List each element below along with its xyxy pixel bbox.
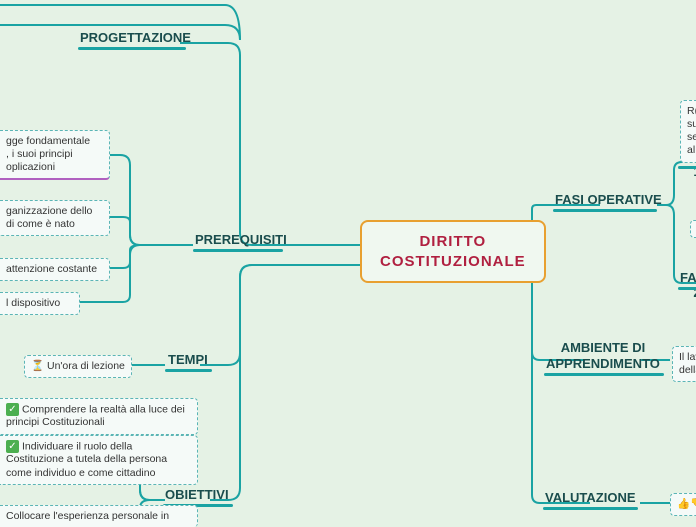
leaf-valutazione[interactable]: 👍👎 Valutazione format [670, 493, 696, 516]
ul-tempi [165, 369, 212, 372]
node-tempi[interactable]: TEMPI [168, 352, 208, 367]
node-fase2[interactable]: FASE 2 [680, 270, 696, 300]
leaf-prereq1[interactable]: gge fondamentale , i suoi principi oplic… [0, 130, 110, 180]
leaf-fase1[interactable]: R( su se al [680, 100, 696, 163]
node-valutazione[interactable]: VALUTAZIONE [545, 490, 636, 505]
leaf-prereq1-text: gge fondamentale , i suoi principi oplic… [6, 135, 90, 173]
ul-fase1 [678, 166, 696, 169]
ul-prerequisiti [193, 249, 283, 252]
node-obiettivi[interactable]: OBIETTIVI [165, 487, 229, 502]
leaf-obiet2-text: Individuare il ruolo della Costituzione … [6, 440, 167, 478]
leaf-prereq3[interactable]: attenzione costante [0, 258, 110, 281]
leaf-obiet3-text: Collocare l'esperienza personale in [6, 510, 169, 522]
check-icon: ✓ [6, 440, 19, 453]
leaf-ambiente-text: Il lavoro vien della classe [679, 351, 696, 376]
leaf-obiet2[interactable]: ✓Individuare il ruolo della Costituzione… [0, 435, 198, 485]
leaf-obiet3[interactable]: Collocare l'esperienza personale in [0, 505, 198, 527]
leaf-tempi1-text: ⏳ Un'ora di lezione [31, 360, 125, 372]
leaf-obiet1[interactable]: ✓Comprendere la realtà alla luce dei pri… [0, 398, 198, 435]
leaf-prereq4-text: l dispositivo [6, 297, 60, 309]
leaf-prereq2-text: ganizzazione dello di come è nato [6, 205, 92, 230]
center-line1: DIRITTO [419, 233, 486, 250]
ul-fasi [553, 209, 657, 212]
ul-ambiente [544, 373, 664, 376]
leaf-fase1b[interactable] [690, 220, 696, 238]
ambiente-l1: AMBIENTE DI [561, 340, 646, 355]
ul-fase2 [678, 287, 696, 290]
leaf-prereq4[interactable]: l dispositivo [0, 292, 80, 315]
node-ambiente[interactable]: AMBIENTE DI APPRENDIMENTO [546, 340, 660, 371]
leaf-ambiente[interactable]: Il lavoro vien della classe [672, 346, 696, 382]
leaf-valutazione-text: 👍👎 Valutazione format [677, 498, 696, 510]
node-prerequisiti[interactable]: PREREQUISITI [195, 232, 287, 247]
check-icon: ✓ [6, 403, 19, 416]
ambiente-l2: APPRENDIMENTO [546, 356, 660, 371]
node-progettazione[interactable]: PROGETTAZIONE [80, 30, 191, 45]
leaf-prereq3-text: attenzione costante [6, 263, 97, 275]
leaf-prereq2[interactable]: ganizzazione dello di come è nato [0, 200, 110, 236]
leaf-fase1-text: R( su se al [687, 105, 696, 156]
center-node[interactable]: DIRITTO COSTITUZIONALE [360, 220, 546, 283]
leaf-obiet1-text: Comprendere la realtà alla luce dei prin… [6, 403, 185, 428]
node-fasi[interactable]: FASI OPERATIVE [555, 192, 662, 207]
center-line2: COSTITUZIONALE [380, 253, 526, 270]
ul-valutazione [543, 507, 638, 510]
leaf-tempi1[interactable]: ⏳ Un'ora di lezione [24, 355, 132, 378]
ul-progettazione [78, 47, 186, 50]
